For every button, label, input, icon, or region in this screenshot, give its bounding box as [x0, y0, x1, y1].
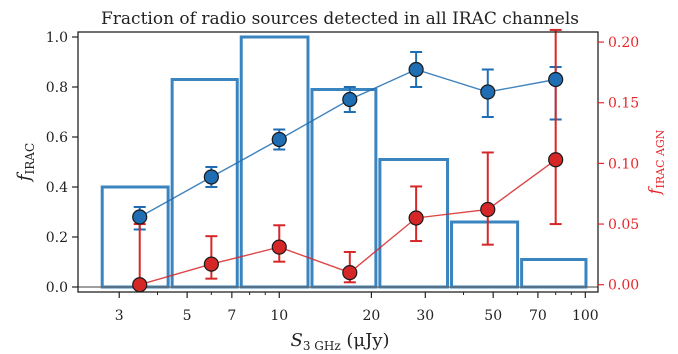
chart-title: Fraction of radio sources detected in al…: [101, 9, 579, 29]
y-left-tick-label: 0.6: [46, 130, 68, 146]
agn-data-point: [132, 277, 148, 293]
agn-data-point: [408, 210, 424, 226]
agn-data-point: [271, 239, 287, 255]
histogram-bar: [100, 185, 170, 289]
histogram-bar: [310, 88, 378, 289]
x-tick-label: 20: [362, 308, 380, 324]
x-tick-label: 30: [416, 308, 434, 324]
y-right-tick-label: 0.20: [608, 35, 639, 51]
irac-data-point: [342, 91, 358, 108]
x-tick-label: 3: [115, 308, 124, 324]
histogram: [78, 35, 598, 289]
x-axis-ticks: 3 5 7 10 20 30 50 70 100: [115, 292, 599, 324]
y-right-axis-ticks: 0.00 0.05 0.10 0.15 0.20: [598, 35, 639, 294]
x-axis-label-unit: (μJy): [341, 330, 390, 351]
x-tick-label: 100: [572, 308, 599, 324]
x-tick-label: 5: [183, 308, 192, 324]
y-left-tick-label: 0.2: [46, 230, 68, 246]
x-tick-label: 7: [227, 308, 236, 324]
y-left-tick-label: 1.0: [46, 30, 68, 46]
histogram-bar: [450, 220, 520, 289]
x-axis-label-sub: 3 GHz: [303, 339, 341, 353]
y-right-tick-label: 0.05: [608, 217, 639, 233]
agn-data-point: [342, 264, 358, 281]
histogram-bar: [170, 78, 239, 289]
y-right-tick-label: 0.15: [608, 96, 639, 112]
y-right-tick-label: 0.00: [608, 278, 639, 294]
agn-data-point: [480, 201, 496, 218]
irac-data-point: [271, 131, 287, 148]
y-left-tick-label: 0.4: [46, 180, 68, 196]
irac-data-point: [548, 71, 564, 88]
x-axis-label-main: S: [290, 330, 302, 351]
x-tick-label: 70: [529, 308, 547, 324]
irac-data-point: [132, 209, 148, 225]
y-right-tick-label: 0.10: [608, 156, 639, 172]
y-left-axis-ticks: 0.0 0.2 0.4 0.6 0.8 1.0: [46, 30, 78, 296]
x-tick-label: 10: [270, 308, 288, 324]
plot-frame: [77, 31, 599, 293]
agn-data-point: [548, 152, 564, 168]
y-left-tick-label: 0.8: [46, 80, 68, 96]
error-bars: [133, 28, 562, 286]
y-right-axis-label: fIRAC AGN: [645, 129, 667, 195]
y-right-axis-label-sub: IRAC AGN: [654, 129, 667, 188]
x-axis-label: S3 GHz (μJy): [290, 330, 389, 353]
data-points: [132, 61, 564, 293]
irac-data-point: [203, 169, 219, 185]
y-left-tick-label: 0.0: [46, 280, 68, 296]
irac-data-point: [408, 61, 424, 78]
y-left-axis-label: fIRAC: [14, 143, 37, 183]
y-right-axis-label-main: f: [645, 185, 664, 195]
y-left-axis-label-sub: IRAC: [23, 143, 37, 175]
agn-data-point: [203, 256, 219, 272]
irac-data-point: [480, 84, 496, 100]
x-tick-label: 50: [484, 308, 502, 324]
histogram-bar: [520, 258, 588, 289]
